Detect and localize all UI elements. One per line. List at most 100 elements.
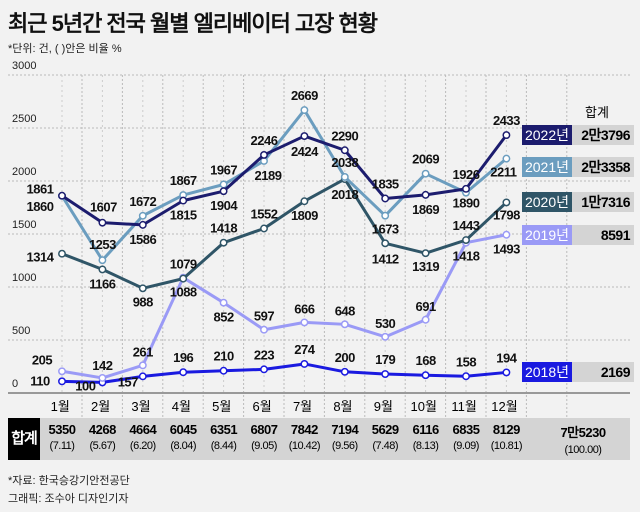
data-point [260, 150, 268, 159]
data-label: 223 [254, 347, 274, 362]
data-point [58, 367, 66, 376]
data-label: 691 [415, 299, 435, 314]
data-point [98, 373, 107, 382]
data-label: 158 [456, 354, 476, 369]
total-value: 6045 [169, 422, 197, 437]
data-label: 179 [375, 352, 395, 367]
data-point [260, 365, 268, 374]
legend-item: 2021년 2만3358 [522, 157, 634, 177]
data-point [138, 211, 147, 220]
total-percent: (7.11) [49, 440, 75, 452]
data-point [260, 224, 268, 233]
total-value: 5629 [371, 422, 399, 437]
month-total: 4664 (6.20) [123, 422, 163, 452]
month-total: 6835 (9.09) [446, 422, 486, 452]
data-label: 210 [213, 349, 233, 364]
data-label: 648 [335, 303, 355, 318]
data-label: 1890 [453, 196, 480, 211]
y-tick-label: 1500 [12, 219, 36, 231]
data-point [58, 191, 66, 200]
data-point [138, 284, 147, 293]
data-point [381, 370, 390, 378]
data-label: 988 [133, 294, 153, 309]
total-percent: (9.05) [251, 440, 277, 452]
legend-item: 2018년 2169 [522, 362, 634, 382]
data-point [502, 368, 511, 377]
data-label: 1867 [170, 173, 197, 188]
data-label: 1673 [372, 222, 399, 237]
data-label: 1967 [210, 162, 237, 177]
data-point [300, 132, 309, 141]
data-label: 1904 [210, 198, 238, 213]
legend-year: 2020년 [522, 192, 572, 212]
total-value: 7842 [290, 422, 318, 437]
month-total: 5350 (7.11) [42, 422, 82, 452]
month-total: 4268 (5.67) [82, 422, 122, 452]
data-label: 2038 [331, 155, 358, 170]
legend-year: 2018년 [522, 362, 572, 382]
y-tick-label: 2500 [12, 113, 36, 125]
data-label: 2669 [291, 88, 318, 103]
data-label: 1815 [170, 208, 197, 223]
month-total: 5629 (7.48) [365, 422, 405, 452]
legend-year: 2022년 [522, 125, 572, 145]
month-label: 4월 [171, 399, 191, 414]
data-point [421, 315, 430, 324]
y-tick-label: 1000 [12, 272, 36, 284]
totals-label: 합계 [8, 418, 40, 460]
data-label: 1586 [129, 232, 156, 247]
data-point [58, 249, 66, 258]
data-point [300, 318, 309, 327]
data-label: 530 [375, 316, 395, 331]
data-point [138, 220, 147, 229]
data-label: 2290 [331, 128, 358, 143]
data-point [340, 173, 349, 181]
data-point [98, 265, 107, 274]
data-label: 1809 [291, 208, 318, 223]
data-label: 1798 [493, 207, 520, 222]
data-point [381, 211, 390, 220]
data-point [381, 332, 390, 341]
data-point [502, 131, 511, 140]
source-note: *자료: 한국승강기안전공단 [8, 475, 130, 487]
total-percent: (10.81) [490, 440, 523, 452]
month-axis: 1월 2월 3월 4월 5월 6월 7월 8월 9월 10월 11월 12월 [40, 396, 525, 415]
month-total: 6351 (8.44) [204, 422, 244, 452]
data-label: 666 [294, 301, 314, 316]
data-label: 1253 [89, 237, 116, 252]
chart-title: 최근 5년간 전국 월별 엘리베이터 고장 현황 [8, 11, 378, 36]
total-percent: (7.48) [372, 440, 399, 452]
legend-item: 2020년 1만7316 [522, 192, 634, 212]
total-value: 7194 [331, 422, 359, 437]
month-label: 12월 [491, 399, 518, 414]
series-line-2018년 [61, 362, 507, 384]
legend-total: 2만3358 [572, 157, 634, 177]
month-label: 9월 [373, 399, 393, 414]
grand-total-percent: (100.00) [564, 444, 602, 456]
grand-total: 7만5230 (100.00) [548, 422, 618, 456]
data-label: 1607 [90, 200, 117, 215]
data-label: 2433 [493, 113, 520, 128]
data-point [340, 146, 349, 155]
data-label: 1672 [129, 194, 156, 209]
total-percent: (6.20) [129, 440, 156, 452]
data-label: 1869 [412, 202, 439, 217]
y-tick-label: 0 [12, 378, 18, 390]
data-label: 1319 [412, 259, 439, 274]
total-value: 6835 [452, 422, 480, 437]
data-label: 1166 [89, 276, 115, 291]
data-point [502, 154, 511, 163]
data-label: 142 [92, 358, 112, 373]
data-point [98, 256, 107, 265]
y-tick-label: 3000 [12, 60, 36, 72]
data-point [340, 320, 349, 329]
series-line-2020년 [61, 177, 508, 290]
data-label: 205 [32, 352, 52, 367]
total-value: 4268 [88, 422, 116, 437]
month-total: 7842 (10.42) [284, 422, 324, 452]
data-point [179, 196, 188, 205]
legend-total: 8591 [572, 225, 634, 245]
month-total: 7194 (9.56) [325, 422, 365, 452]
data-point [462, 372, 470, 381]
